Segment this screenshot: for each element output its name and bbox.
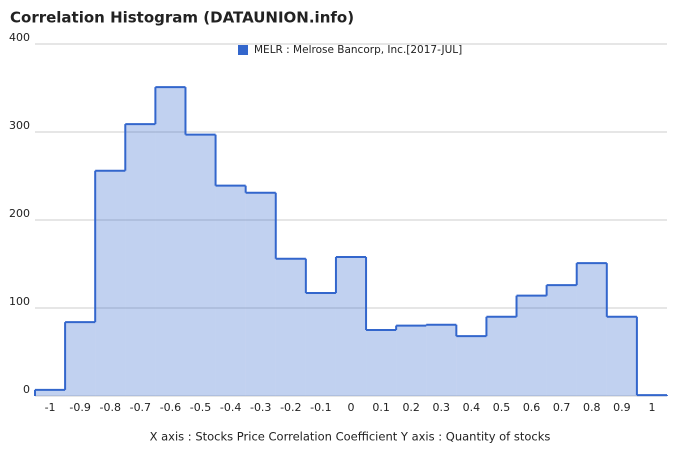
bar-area <box>245 192 276 396</box>
x-tick-label: -1 <box>45 401 56 414</box>
bar-area <box>576 263 607 396</box>
x-tick-label: 0.4 <box>463 401 481 414</box>
x-tick-label: 0.9 <box>613 401 631 414</box>
x-tick-label: -0.2 <box>280 401 301 414</box>
x-tick-label: 0.6 <box>523 401 541 414</box>
y-tick-label: 300 <box>9 119 30 132</box>
x-tick-label: 0.5 <box>493 401 511 414</box>
bar-area <box>456 336 487 396</box>
bar-area <box>606 316 637 396</box>
bar-area <box>335 256 367 396</box>
bar-area <box>546 285 577 396</box>
x-tick-label: -0.1 <box>310 401 331 414</box>
x-tick-label: -0.9 <box>69 401 90 414</box>
bar-area <box>396 325 427 396</box>
bar-area <box>125 124 156 396</box>
y-tick-label: 100 <box>9 295 30 308</box>
x-tick-label: -0.8 <box>100 401 121 414</box>
legend-label: MELR : Melrose Bancorp, Inc.[2017-JUL] <box>254 44 462 56</box>
bar-area <box>215 185 246 396</box>
y-tick-label: 0 <box>23 383 30 396</box>
x-tick-label: -0.7 <box>130 401 151 414</box>
bar-area <box>486 316 517 396</box>
y-tick-label: 200 <box>9 207 30 220</box>
bar-area <box>516 295 547 396</box>
bar-area <box>366 330 397 396</box>
x-tick-label: -0.6 <box>160 401 181 414</box>
x-tick-label: 1 <box>648 401 655 414</box>
x-tick-label: 0 <box>348 401 355 414</box>
y-tick-label: 400 <box>9 31 30 44</box>
axis-caption: X axis : Stocks Price Correlation Coeffi… <box>150 430 551 444</box>
x-tick-label: 0.1 <box>372 401 390 414</box>
bar-area <box>155 87 186 397</box>
x-tick-label: -0.4 <box>220 401 241 414</box>
bar-area <box>305 293 336 396</box>
x-tick-label: 0.3 <box>433 401 451 414</box>
x-tick-label: 0.7 <box>553 401 571 414</box>
chart-title: Correlation Histogram (DATAUNION.info) <box>10 9 354 27</box>
bar-area <box>35 389 66 396</box>
x-tick-label: -0.3 <box>250 401 271 414</box>
bar-area <box>185 134 216 396</box>
bar-area <box>95 170 126 396</box>
bar-area <box>275 258 306 396</box>
bar-area <box>65 322 96 396</box>
x-tick-label: -0.5 <box>190 401 211 414</box>
legend-swatch <box>238 45 248 55</box>
x-tick-label: 0.2 <box>402 401 420 414</box>
x-tick-label: 0.8 <box>583 401 601 414</box>
bar-area <box>426 324 457 396</box>
